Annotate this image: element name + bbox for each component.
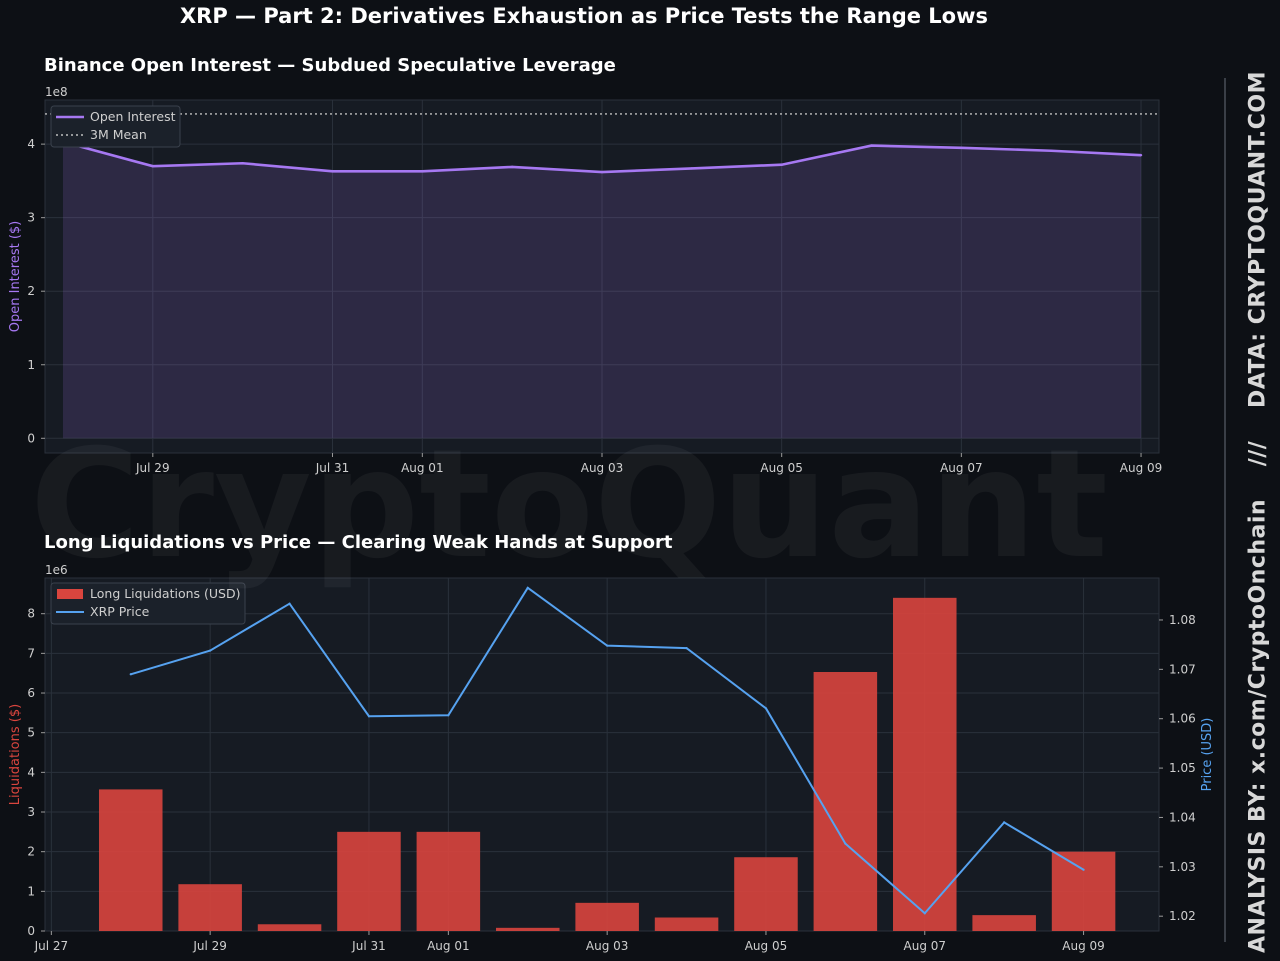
liq-bar xyxy=(495,927,560,931)
price-point xyxy=(844,842,847,845)
oi-point xyxy=(331,170,334,173)
oi-point xyxy=(241,162,244,165)
oi-xtick-label: Aug 07 xyxy=(940,461,983,475)
liq-xtick-label: Aug 03 xyxy=(586,939,629,953)
price-point xyxy=(447,714,450,717)
liq-bar xyxy=(813,672,878,931)
oi-point xyxy=(600,170,604,174)
liq-bar xyxy=(416,831,481,931)
liq-plot-area xyxy=(44,577,1160,932)
liq-legend-bar-swatch xyxy=(57,589,83,599)
oi-point xyxy=(690,167,694,170)
liq-bar xyxy=(178,884,242,931)
liq-xtick-label: Jul 27 xyxy=(34,939,69,953)
credit-separator: /// xyxy=(1245,440,1271,467)
liq-xtick-label: Aug 05 xyxy=(745,939,788,953)
oi-legend-label: Open Interest xyxy=(90,109,176,124)
oi-xtick-label: Aug 03 xyxy=(581,461,624,475)
liq-xtick-label: Jul 31 xyxy=(351,939,386,953)
oi-area-fill xyxy=(62,141,1142,439)
watermark: CryptoQuant xyxy=(30,418,1108,592)
price-ytick-label: 1.02 xyxy=(1169,909,1196,923)
liq-ytick-label: 0 xyxy=(27,924,35,938)
liq-ytick-label: 6 xyxy=(27,686,35,700)
price-point xyxy=(1003,821,1006,824)
price-point xyxy=(685,647,688,650)
oi-xtick-label: Aug 01 xyxy=(401,461,444,475)
price-legend-label: XRP Price xyxy=(90,604,150,619)
liq-panel-title: Long Liquidations vs Price — Clearing We… xyxy=(44,532,673,553)
oi-legend-mean-label: 3M Mean xyxy=(90,127,147,142)
oi-point xyxy=(780,163,783,166)
oi-ytick-label: 1 xyxy=(27,358,35,372)
oi-point xyxy=(151,164,155,168)
liq-bar xyxy=(734,857,798,931)
liq-ytick-label: 8 xyxy=(27,607,35,621)
oi-ytick-label: 2 xyxy=(27,284,35,298)
liq-y-offset-label: 1e6 xyxy=(45,563,68,577)
liq-y-axis-label: Liquidations ($) xyxy=(8,704,23,805)
liq-bar xyxy=(972,915,1036,931)
price-point xyxy=(129,673,132,676)
attribution-sidebar: ANALYSIS BY: x.com/CryptoOnchain /// DAT… xyxy=(1246,71,1271,953)
price-point xyxy=(526,586,529,589)
oi-xtick-label: Aug 09 xyxy=(1120,461,1163,475)
liq-xtick-label: Aug 07 xyxy=(904,939,947,953)
liq-bar xyxy=(893,597,957,931)
liq-bar xyxy=(98,789,163,931)
price-point xyxy=(367,715,371,718)
oi-point xyxy=(960,146,963,150)
liq-xtick-label: Jul 29 xyxy=(192,939,227,953)
oi-ytick-label: 4 xyxy=(27,137,35,151)
liq-ytick-label: 5 xyxy=(27,726,35,740)
price-ytick-label: 1.06 xyxy=(1169,712,1196,726)
oi-point xyxy=(870,144,873,147)
oi-y-axis-label: Open Interest ($) xyxy=(8,221,23,333)
price-ytick-label: 1.03 xyxy=(1169,860,1196,874)
liq-legend-label: Long Liquidations (USD) xyxy=(90,586,240,601)
liq-bar xyxy=(575,902,639,931)
price-ytick-label: 1.07 xyxy=(1169,662,1196,676)
price-ytick-label: 1.04 xyxy=(1169,810,1196,824)
oi-point xyxy=(510,165,514,169)
price-point xyxy=(764,707,768,710)
oi-xtick-label: Jul 29 xyxy=(135,461,170,475)
analysis-credit: ANALYSIS BY: x.com/CryptoOnchain xyxy=(1245,498,1271,953)
data-credit: DATA: CRYPTOQUANT.COM xyxy=(1245,71,1271,409)
oi-panel-title: Binance Open Interest — Subdued Speculat… xyxy=(44,55,616,76)
oi-y-offset-label: 1e8 xyxy=(45,85,68,99)
liq-xtick-label: Aug 01 xyxy=(427,939,470,953)
price-point xyxy=(288,602,291,605)
oi-xtick-label: Aug 05 xyxy=(760,461,803,475)
price-point xyxy=(606,644,609,647)
liq-ytick-label: 2 xyxy=(27,845,35,859)
liq-ytick-label: 1 xyxy=(27,884,35,898)
liq-xtick-label: Aug 09 xyxy=(1062,939,1105,953)
price-point xyxy=(209,649,212,652)
liq-ytick-label: 7 xyxy=(27,646,35,660)
liq-legend-box xyxy=(50,582,246,625)
liq-ytick-label: 4 xyxy=(27,765,35,779)
price-point xyxy=(923,912,926,915)
oi-point xyxy=(421,170,424,173)
liq-bar xyxy=(1051,851,1116,931)
side-divider xyxy=(1224,78,1226,942)
oi-point xyxy=(1139,153,1143,157)
price-y-axis-label: Price (USD) xyxy=(1200,718,1215,792)
price-ytick-label: 1.08 xyxy=(1169,613,1196,627)
price-point xyxy=(1082,868,1085,871)
liq-ytick-label: 3 xyxy=(27,805,35,819)
liq-bar xyxy=(257,924,322,931)
liq-bar xyxy=(337,831,401,931)
oi-ytick-label: 3 xyxy=(27,211,35,225)
liq-bar xyxy=(654,917,719,931)
oi-point xyxy=(1049,149,1053,152)
figure-title: XRP — Part 2: Derivatives Exhaustion as … xyxy=(179,4,989,28)
oi-xtick-label: Jul 31 xyxy=(315,461,350,475)
price-ytick-label: 1.05 xyxy=(1169,761,1196,775)
oi-ytick-label: 0 xyxy=(27,431,35,445)
